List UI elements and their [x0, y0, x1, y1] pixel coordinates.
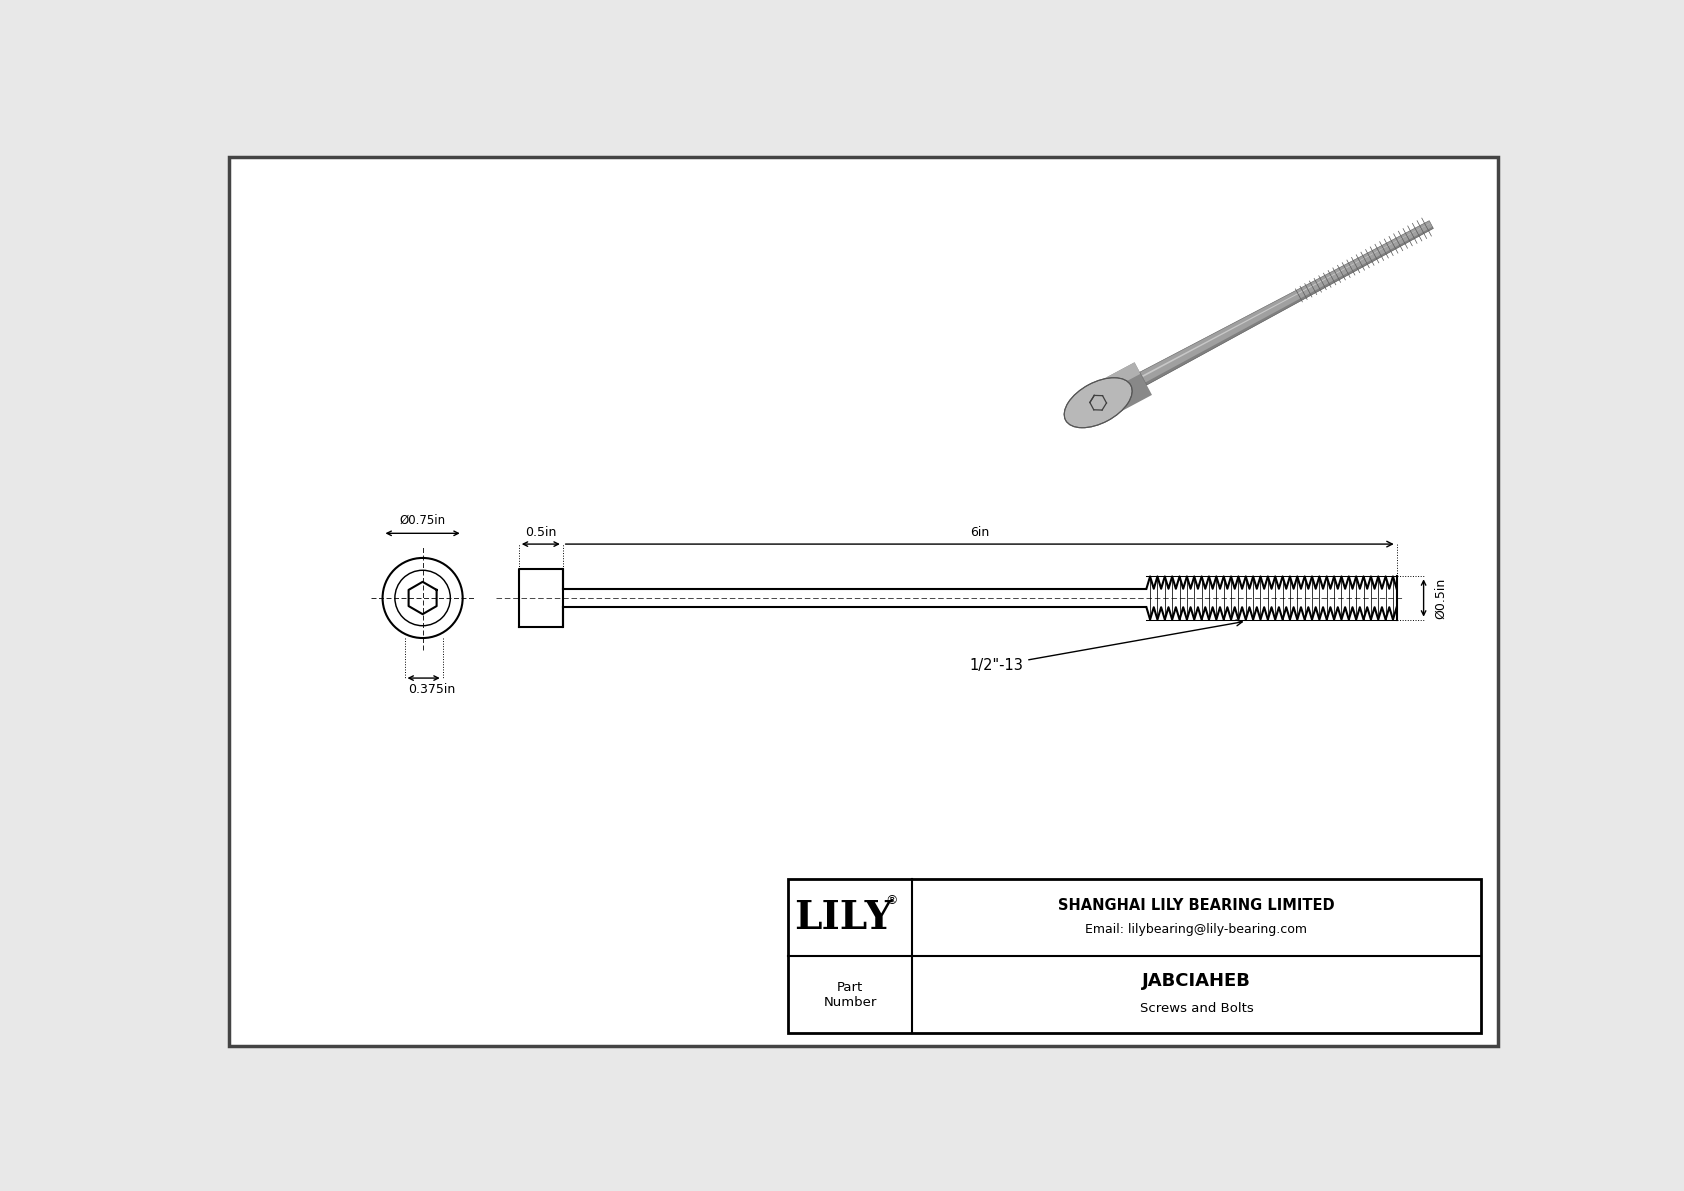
Text: Email: lilybearing@lily-bearing.com: Email: lilybearing@lily-bearing.com — [1086, 923, 1307, 936]
Polygon shape — [1142, 223, 1431, 378]
Text: LILY: LILY — [795, 898, 893, 936]
Polygon shape — [1091, 362, 1140, 397]
Text: JABCIAHEB: JABCIAHEB — [1142, 972, 1251, 990]
Text: Ø0.5in: Ø0.5in — [1433, 578, 1447, 618]
Text: Part
Number: Part Number — [823, 980, 877, 1009]
Text: Ø0.75in: Ø0.75in — [399, 513, 446, 526]
Text: ®: ® — [886, 894, 898, 908]
Text: 0.375in: 0.375in — [408, 684, 455, 697]
Ellipse shape — [1064, 378, 1132, 428]
Polygon shape — [1091, 362, 1152, 418]
Text: 0.5in: 0.5in — [525, 525, 556, 538]
Polygon shape — [1140, 220, 1433, 385]
Text: 6in: 6in — [970, 525, 989, 538]
Bar — [788, 879, 1482, 1033]
Text: Screws and Bolts: Screws and Bolts — [1140, 1002, 1253, 1015]
Polygon shape — [1145, 226, 1433, 385]
Text: 1/2"-13: 1/2"-13 — [970, 621, 1243, 673]
Text: SHANGHAI LILY BEARING LIMITED: SHANGHAI LILY BEARING LIMITED — [1058, 898, 1335, 913]
